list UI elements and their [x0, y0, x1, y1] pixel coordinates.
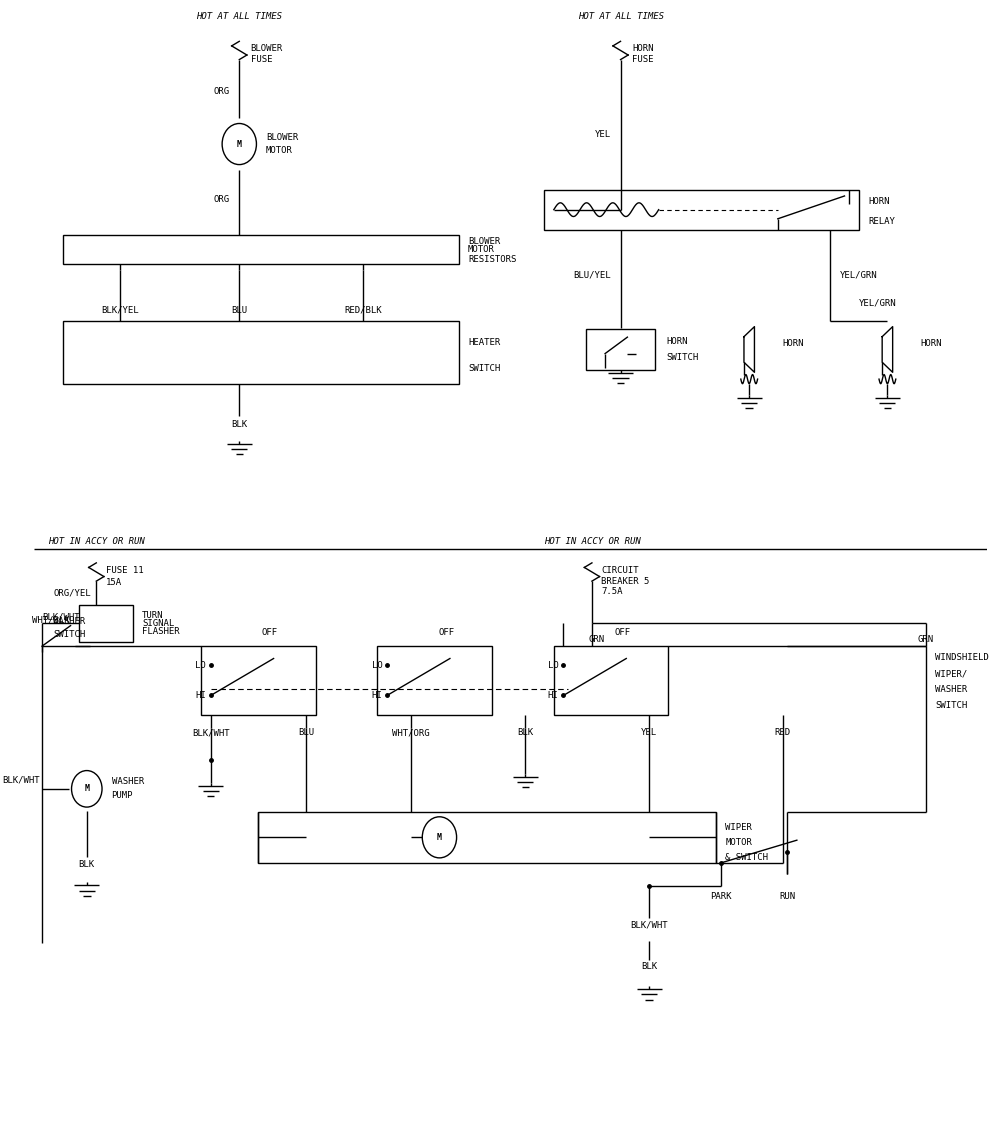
Text: WINDSHIELD: WINDSHIELD — [935, 653, 989, 662]
Bar — [377, 646, 492, 715]
Text: GRN: GRN — [589, 635, 605, 644]
Text: HOT AT ALL TIMES: HOT AT ALL TIMES — [196, 11, 282, 21]
Text: WIPER: WIPER — [725, 823, 752, 832]
Text: RUN: RUN — [779, 891, 795, 900]
Text: ORG: ORG — [214, 196, 230, 205]
Text: LO: LO — [372, 661, 382, 670]
Bar — [79, 605, 133, 642]
Text: M: M — [237, 140, 242, 149]
Text: M: M — [84, 785, 89, 793]
Text: YEL: YEL — [641, 729, 657, 738]
Text: WIPER/: WIPER/ — [935, 669, 967, 678]
Text: WASHER: WASHER — [53, 617, 86, 626]
Text: ORG/YEL: ORG/YEL — [54, 589, 92, 597]
Bar — [586, 329, 655, 370]
Text: OFF: OFF — [262, 628, 278, 637]
Text: BLU/YEL: BLU/YEL — [573, 271, 611, 280]
Text: SWITCH: SWITCH — [468, 364, 500, 373]
Circle shape — [422, 817, 457, 858]
Text: FLASHER: FLASHER — [142, 627, 180, 636]
Bar — [554, 646, 668, 715]
Bar — [63, 321, 459, 383]
Text: SWITCH: SWITCH — [666, 353, 699, 362]
Bar — [201, 646, 316, 715]
Text: BLK: BLK — [79, 859, 95, 868]
Text: SWITCH: SWITCH — [53, 630, 86, 639]
Text: HOT IN ACCY OR RUN: HOT IN ACCY OR RUN — [48, 537, 145, 546]
Text: HORN: HORN — [783, 340, 804, 348]
Circle shape — [222, 124, 256, 165]
Text: RELAY: RELAY — [868, 217, 895, 227]
Text: WASHER: WASHER — [112, 778, 144, 786]
Text: RESISTORS: RESISTORS — [468, 255, 516, 264]
Text: BLK/WHT: BLK/WHT — [192, 729, 230, 738]
Text: PARK: PARK — [710, 891, 731, 900]
Text: 7.5A: 7.5A — [601, 587, 623, 596]
Text: HOT AT ALL TIMES: HOT AT ALL TIMES — [578, 11, 664, 21]
Text: & SWITCH: & SWITCH — [725, 853, 768, 863]
Text: OFF: OFF — [614, 628, 631, 637]
Text: HI: HI — [548, 691, 559, 700]
Text: WHT/ORG: WHT/ORG — [392, 729, 430, 738]
Text: HEATER: HEATER — [468, 339, 500, 348]
Bar — [544, 190, 859, 230]
Text: BLOWER: BLOWER — [266, 133, 298, 142]
Text: WHT/BLK: WHT/BLK — [32, 615, 70, 625]
Text: FUSE 11: FUSE 11 — [106, 566, 143, 575]
Text: HORN: HORN — [632, 43, 653, 53]
Text: LO: LO — [195, 661, 206, 670]
Text: WASHER: WASHER — [935, 685, 967, 694]
Text: BLU: BLU — [231, 305, 247, 315]
Text: HI: HI — [195, 691, 206, 700]
Text: BLK/WHT: BLK/WHT — [630, 920, 668, 929]
Text: BLOWER: BLOWER — [251, 43, 283, 53]
Text: HI: HI — [372, 691, 382, 700]
Text: SIGNAL: SIGNAL — [142, 619, 174, 628]
Text: HORN: HORN — [666, 337, 688, 345]
Bar — [63, 236, 459, 264]
Text: BLK: BLK — [641, 962, 657, 971]
Text: FUSE: FUSE — [632, 55, 653, 64]
Text: HORN: HORN — [921, 340, 942, 348]
Text: BREAKER 5: BREAKER 5 — [601, 577, 650, 586]
Text: HORN: HORN — [868, 197, 890, 206]
Text: MOTOR: MOTOR — [725, 837, 752, 847]
Text: SWITCH: SWITCH — [935, 701, 967, 710]
Text: RED/BLK: RED/BLK — [344, 305, 382, 315]
Circle shape — [72, 771, 102, 807]
Text: BLOWER: BLOWER — [468, 237, 500, 246]
Text: GRN: GRN — [917, 635, 934, 644]
Text: MOTOR: MOTOR — [468, 245, 495, 254]
Text: BLK: BLK — [231, 420, 247, 429]
Text: M: M — [437, 833, 442, 842]
Text: BLK: BLK — [517, 729, 533, 738]
Text: 15A: 15A — [106, 578, 122, 587]
Text: BLK/YEL: BLK/YEL — [101, 305, 139, 315]
Text: RED: RED — [775, 729, 791, 738]
Text: HOT IN ACCY OR RUN: HOT IN ACCY OR RUN — [544, 537, 640, 546]
Text: FUSE: FUSE — [251, 55, 272, 64]
Text: LO: LO — [548, 661, 559, 670]
Text: PUMP: PUMP — [112, 792, 133, 800]
Bar — [258, 811, 716, 863]
Text: BLK/WHT: BLK/WHT — [2, 776, 40, 784]
Text: BLK/WHT: BLK/WHT — [42, 612, 80, 621]
Text: YEL/GRN: YEL/GRN — [859, 299, 897, 308]
Text: ORG: ORG — [214, 87, 230, 96]
Text: CIRCUIT: CIRCUIT — [601, 566, 639, 575]
Text: TURN: TURN — [142, 611, 164, 620]
Text: YEL: YEL — [595, 130, 611, 140]
Text: BLU: BLU — [298, 729, 314, 738]
Text: OFF: OFF — [438, 628, 454, 637]
Text: MOTOR: MOTOR — [266, 146, 293, 156]
Text: YEL/GRN: YEL/GRN — [840, 271, 877, 280]
